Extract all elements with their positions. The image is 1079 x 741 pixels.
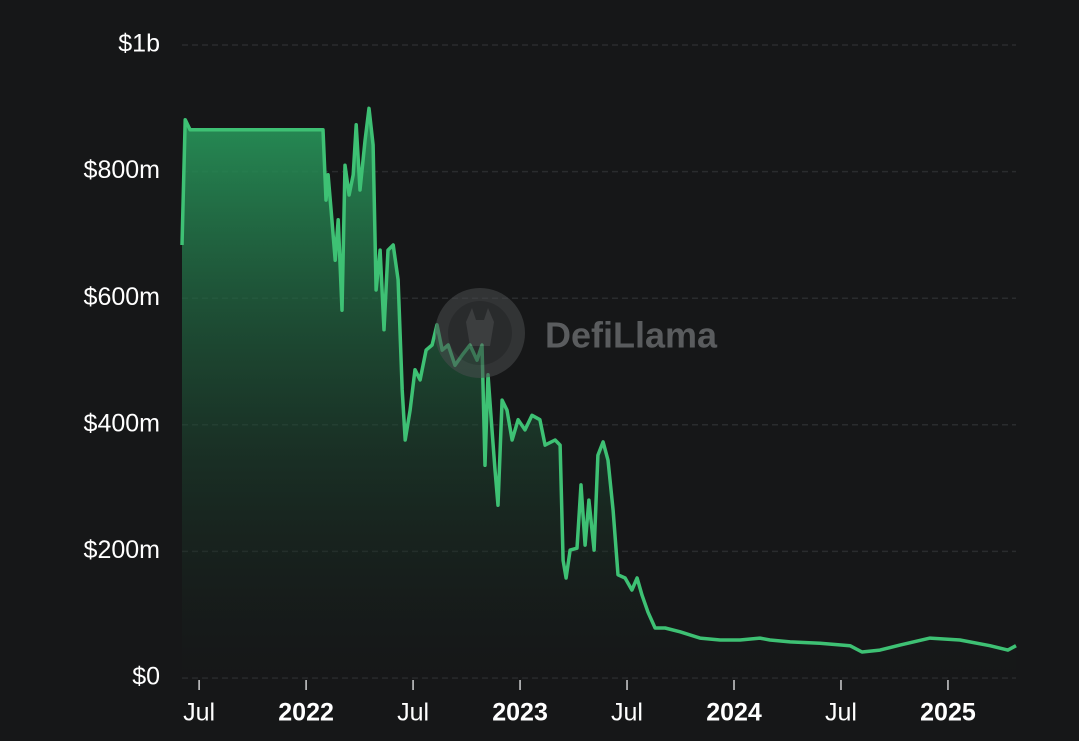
axes: $0 $200m $400m $600m $800m $1b Jul 2022 Jul 2023 J… xyxy=(84,30,976,727)
y-tick-label: $1b xyxy=(118,30,160,58)
x-tick-label: 2024 xyxy=(706,699,762,727)
y-tick-label: $0 xyxy=(132,663,160,691)
x-tick-label: Jul xyxy=(611,699,643,727)
y-tick-label: $600m xyxy=(84,283,160,311)
plot xyxy=(180,106,1017,679)
x-tick-label: 2022 xyxy=(278,699,334,727)
x-tick-label: Jul xyxy=(183,699,215,727)
line xyxy=(180,106,1017,654)
x-tick-label: 2025 xyxy=(920,699,976,727)
watermark-logo xyxy=(435,288,525,378)
y-tick-label: $200m xyxy=(84,536,160,564)
y-tick-label: $400m xyxy=(84,409,160,437)
y-tick-label: $800m xyxy=(84,156,160,184)
area-fill xyxy=(182,108,1016,679)
x-tick-label: Jul xyxy=(397,699,429,727)
x-tick-label: Jul xyxy=(825,699,857,727)
x-tick-label: 2023 xyxy=(492,699,548,727)
watermark: DefiLlama xyxy=(545,315,718,356)
